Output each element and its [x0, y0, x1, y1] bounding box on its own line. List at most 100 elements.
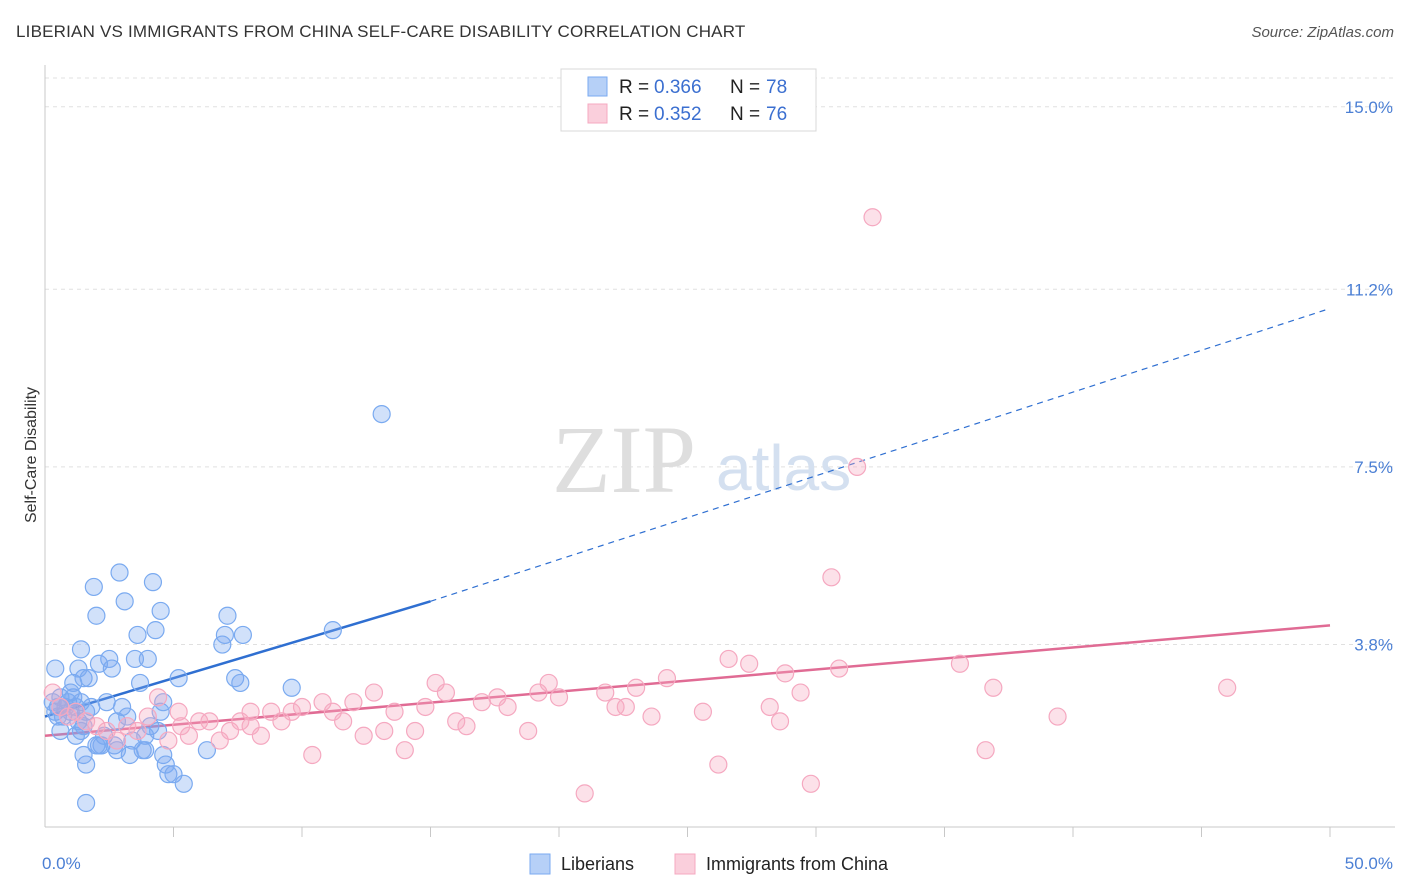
china-point [169, 702, 188, 721]
liberians-point [115, 592, 134, 611]
china-point [364, 683, 384, 702]
y-tick-labels: 3.8% 7.5% 11.2% 15.0% [1345, 98, 1393, 655]
china-point [950, 654, 970, 673]
china-point [539, 673, 558, 693]
liberians-point [84, 577, 103, 597]
x-tick-label: 0.0% [42, 854, 81, 873]
china-trend-line [44, 624, 1331, 738]
china-point [375, 721, 394, 741]
china-point [148, 688, 168, 707]
liberians-point [77, 793, 96, 813]
x-tick-label: 50.0% [1345, 854, 1393, 873]
china-point [616, 697, 635, 717]
china-point [436, 683, 456, 702]
liberians-point [233, 625, 252, 645]
liberians-point [74, 669, 93, 688]
liberians-point [151, 601, 170, 621]
watermark-zip: ZIP [552, 406, 696, 513]
liberians-point [74, 717, 93, 736]
bottom-legend-swatch [529, 853, 551, 875]
china-point [385, 702, 404, 721]
china-point [447, 712, 466, 731]
chart-title: LIBERIAN VS IMMIGRANTS FROM CHINA SELF-C… [16, 22, 746, 41]
legend-swatch [587, 76, 608, 97]
y-axis-label: Self-Care Disability [23, 387, 40, 523]
china-point [760, 697, 779, 717]
y-tick-label: 15.0% [1345, 98, 1393, 117]
china-point [575, 784, 594, 803]
y-tick-label: 3.8% [1354, 636, 1393, 655]
china-point [292, 697, 312, 717]
liberians-point [74, 745, 93, 765]
china-point [118, 717, 137, 736]
china-point [606, 697, 625, 717]
china-point [822, 568, 841, 587]
liberians-point [169, 669, 188, 688]
china-point [43, 683, 62, 702]
legend-swatch [587, 103, 608, 124]
liberians-point [323, 621, 342, 640]
china-point [519, 721, 538, 741]
china-point [830, 659, 849, 678]
liberians-point [215, 625, 234, 645]
china-point [416, 697, 435, 717]
liberians-point [89, 736, 109, 755]
china-point [354, 726, 373, 745]
china-point [172, 717, 191, 736]
liberians-point [61, 683, 80, 702]
liberians-point [107, 741, 127, 760]
bottom-legend-swatch [674, 853, 696, 875]
china-point [334, 712, 353, 731]
china-point [241, 702, 260, 721]
legend-n-label: N = [730, 104, 760, 125]
liberians-point [130, 673, 150, 693]
bottom-legend-label: Liberians [561, 854, 634, 874]
liberians-trend-extension [430, 307, 1331, 602]
china-point [596, 683, 615, 702]
china-point [1218, 678, 1237, 697]
china-point [693, 702, 713, 721]
china-point [395, 741, 414, 760]
china-point [976, 741, 995, 760]
legend-n-label: N = [730, 77, 760, 98]
china-point [863, 208, 882, 227]
china-point [107, 731, 127, 750]
china-point [190, 712, 209, 731]
liberians-point [372, 404, 391, 424]
liberians-point [197, 741, 217, 760]
liberians-point [125, 649, 145, 669]
top-legend: R = 0.366 N = 78 R = 0.352 N = 76 [560, 68, 817, 132]
bottom-legend: Liberians Immigrants from China [529, 853, 889, 875]
legend-n-value: 78 [766, 77, 787, 98]
china-point [77, 712, 96, 731]
legend-n-value: 76 [766, 104, 787, 125]
data-points [43, 208, 1237, 813]
china-point [626, 678, 646, 697]
china-point [159, 731, 178, 750]
liberians-point [102, 659, 121, 678]
liberians-point [143, 573, 163, 592]
gridlines [45, 77, 1395, 646]
china-point [791, 683, 810, 702]
liberians-point [128, 625, 147, 645]
china-point [801, 774, 820, 793]
china-point [719, 649, 738, 669]
china-point [472, 693, 491, 712]
china-point [138, 707, 157, 726]
china-point [776, 664, 795, 683]
legend-r-label: R = [619, 77, 649, 98]
china-point [128, 721, 147, 741]
china-point [549, 688, 569, 707]
liberians-point [146, 621, 165, 640]
china-point [740, 654, 759, 673]
trend-lines [44, 307, 1331, 738]
liberians-trend-line [44, 600, 431, 718]
china-point [405, 721, 425, 741]
china-point [770, 712, 790, 731]
liberians-point [46, 659, 65, 678]
bottom-legend-label: Immigrants from China [706, 854, 889, 874]
liberians-point [138, 649, 157, 669]
liberians-point [110, 563, 129, 582]
y-tick-label: 11.2% [1346, 280, 1393, 299]
china-point [303, 745, 322, 765]
